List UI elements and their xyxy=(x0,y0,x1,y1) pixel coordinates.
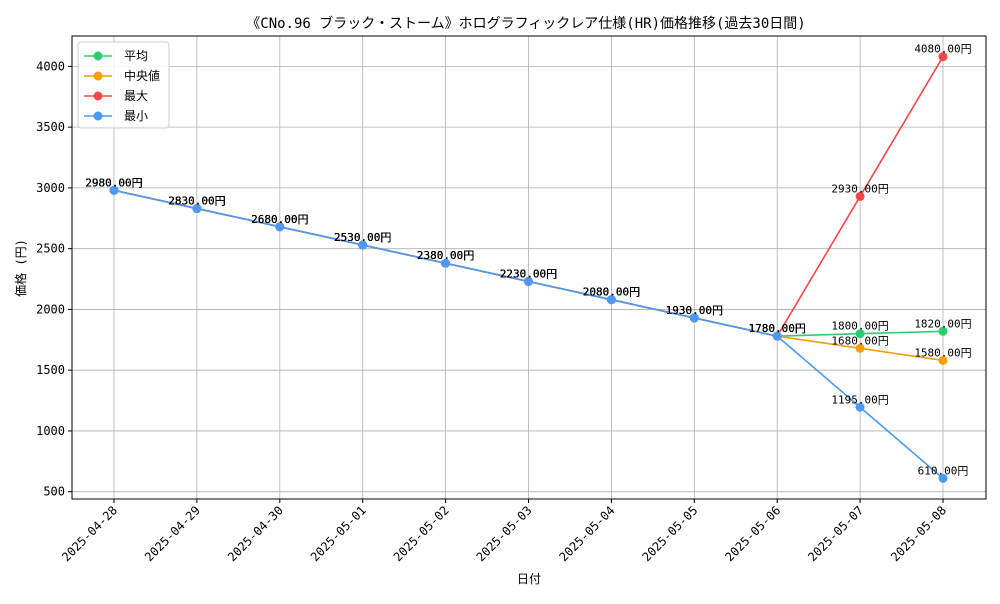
data-point xyxy=(938,473,948,483)
y-tick-label: 1500 xyxy=(36,363,65,377)
y-axis: 500 1000 1500 2000 2500 3000 3500 4000 xyxy=(36,59,72,499)
x-tick-label: 2025-05-08 xyxy=(888,503,949,564)
legend-marker xyxy=(93,111,103,121)
series-layer xyxy=(109,52,948,483)
data-label: 1580.00円 xyxy=(914,346,971,359)
data-label: 2680.00円 xyxy=(251,213,308,226)
data-label: 2530.00円 xyxy=(334,231,391,244)
data-point xyxy=(772,331,782,341)
data-label: 2380.00円 xyxy=(417,249,474,262)
x-axis-title: 日付 xyxy=(517,572,541,586)
data-labels-layer: 2980.00円 2830.00円 2680.00円 2530.00円 2380.00円… xyxy=(85,43,971,478)
data-point xyxy=(938,326,948,336)
x-tick-label: 2025-04-28 xyxy=(59,503,120,564)
data-label: 2680.00円 xyxy=(251,213,308,226)
data-label: 2080.00円 xyxy=(583,286,640,299)
x-tick-label: 2025-05-04 xyxy=(557,503,618,564)
legend-marker xyxy=(93,91,103,101)
data-label: 2980.00円 xyxy=(85,176,142,189)
data-point xyxy=(938,52,948,62)
legend-marker xyxy=(93,71,103,81)
data-label: 1930.00円 xyxy=(666,304,723,317)
legend-label: 最大 xyxy=(124,89,148,103)
data-point xyxy=(938,355,948,365)
data-label: 2830.00円 xyxy=(168,195,225,208)
data-label: 2530.00円 xyxy=(334,231,391,244)
data-label: 2530.00円 xyxy=(334,231,391,244)
data-label: 2230.00円 xyxy=(500,267,557,280)
data-label: 2680.00円 xyxy=(251,213,308,226)
data-label: 4080.00円 xyxy=(914,43,971,56)
legend-label: 最小 xyxy=(124,109,148,123)
data-label: 2230.00円 xyxy=(500,267,557,280)
data-point xyxy=(689,313,699,323)
data-label: 2380.00円 xyxy=(417,249,474,262)
legend-frame xyxy=(77,41,170,129)
y-axis-title: 価格 (円) xyxy=(13,239,28,297)
data-point xyxy=(441,258,451,268)
data-label: 2830.00円 xyxy=(168,195,225,208)
data-point xyxy=(606,295,616,305)
data-label: 1195.00円 xyxy=(831,393,888,406)
x-tick-label: 2025-05-06 xyxy=(722,503,783,564)
data-label: 2980.00円 xyxy=(85,176,142,189)
data-label: 2680.00円 xyxy=(251,213,308,226)
data-label: 2530.00円 xyxy=(334,231,391,244)
data-point xyxy=(855,329,865,339)
y-tick-label: 3000 xyxy=(36,181,65,195)
x-tick-label: 2025-04-29 xyxy=(142,503,203,564)
data-label: 2930.00円 xyxy=(831,182,888,195)
data-label: 1780.00円 xyxy=(749,322,806,335)
y-tick-label: 1000 xyxy=(36,424,65,438)
data-label: 2830.00円 xyxy=(168,195,225,208)
data-label: 2830.00円 xyxy=(168,195,225,208)
x-tick-label: 2025-05-01 xyxy=(308,503,369,564)
data-label: 1930.00円 xyxy=(666,304,723,317)
data-point xyxy=(358,240,368,250)
x-tick-label: 2025-04-30 xyxy=(225,503,286,564)
data-label: 1820.00円 xyxy=(914,317,971,330)
data-label: 2380.00円 xyxy=(417,249,474,262)
x-tick-label: 2025-05-07 xyxy=(805,503,866,564)
legend-label: 平均 xyxy=(124,49,148,63)
data-label: 2080.00円 xyxy=(583,286,640,299)
data-point xyxy=(855,343,865,353)
x-tick-label: 2025-05-02 xyxy=(391,503,452,564)
y-tick-label: 2500 xyxy=(36,242,65,256)
legend-marker xyxy=(93,51,103,61)
data-point xyxy=(855,402,865,412)
data-label: 2980.00円 xyxy=(85,176,142,189)
data-label: 2080.00円 xyxy=(583,286,640,299)
x-axis: 2025-04-28 2025-04-29 2025-04-30 2025-05-01… xyxy=(59,499,949,564)
y-tick-label: 2000 xyxy=(36,302,65,316)
data-point xyxy=(855,191,865,201)
legend-label: 中央値 xyxy=(124,68,160,83)
y-tick-label: 4000 xyxy=(36,59,65,73)
data-label: 1780.00円 xyxy=(749,322,806,335)
data-point xyxy=(192,204,202,214)
data-point xyxy=(109,185,119,195)
chart-title: 《CNo.96 ブラック・ストーム》ホログラフィックレア仕様(HR)価格推移(過… xyxy=(246,15,805,32)
data-label: 2080.00円 xyxy=(583,286,640,299)
data-point xyxy=(524,276,533,286)
data-label: 2230.00円 xyxy=(500,267,557,280)
data-label: 1780.00円 xyxy=(749,322,806,335)
data-label: 2980.00円 xyxy=(85,176,142,189)
x-tick-label: 2025-05-05 xyxy=(639,503,700,564)
data-label: 610.00円 xyxy=(918,464,969,477)
data-label: 1800.00円 xyxy=(831,320,888,333)
data-label: 1680.00円 xyxy=(831,334,888,347)
data-label: 2230.00円 xyxy=(500,267,557,280)
data-label: 1780.00円 xyxy=(749,322,806,335)
data-label: 1930.00円 xyxy=(666,304,723,317)
x-tick-label: 2025-05-03 xyxy=(474,503,535,564)
y-tick-label: 3500 xyxy=(36,120,65,134)
data-label: 1930.00円 xyxy=(666,304,723,317)
y-tick-label: 500 xyxy=(43,485,65,499)
data-point xyxy=(275,222,285,232)
data-label: 2380.00円 xyxy=(417,249,474,262)
